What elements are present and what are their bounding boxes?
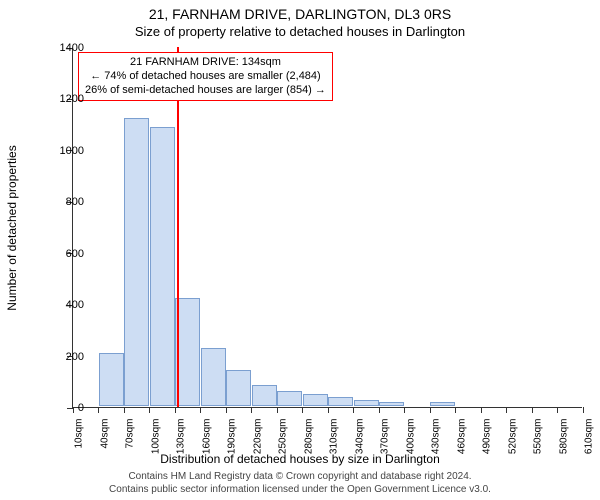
page-subtitle: Size of property relative to detached ho… [0,22,600,39]
chart-container: 21, FARNHAM DRIVE, DARLINGTON, DL3 0RS S… [0,0,600,500]
x-tick [506,407,507,413]
histogram-bar [328,397,353,406]
property-annotation-box: 21 FARNHAM DRIVE: 134sqm← 74% of detache… [78,52,333,101]
x-tick [200,407,201,413]
histogram-bar [354,400,379,406]
x-axis-label: Distribution of detached houses by size … [0,452,600,466]
annotation-line3: 26% of semi-detached houses are larger (… [85,84,326,98]
y-tick-label: 0 [44,402,84,414]
x-tick [404,407,405,413]
histogram-bar [303,394,328,406]
x-tick [532,407,533,413]
y-tick-label: 800 [44,196,84,208]
footer-line-2: Contains public sector information licen… [0,483,600,496]
y-tick-label: 600 [44,248,84,260]
x-tick [175,407,176,413]
x-tick [328,407,329,413]
annotation-line1: 21 FARNHAM DRIVE: 134sqm [85,56,326,70]
histogram-bar [150,127,175,406]
x-tick [251,407,252,413]
x-tick [481,407,482,413]
x-tick [430,407,431,413]
x-tick [557,407,558,413]
y-tick-label: 1400 [44,42,84,54]
histogram-bar [226,370,251,406]
y-tick-label: 200 [44,351,84,363]
histogram-bar [99,353,124,406]
x-tick [226,407,227,413]
x-tick [149,407,150,413]
plot-area: 10sqm40sqm70sqm100sqm130sqm160sqm190sqm2… [72,48,582,408]
y-tick-label: 400 [44,299,84,311]
x-tick [583,407,584,413]
histogram-bar [379,402,404,406]
x-tick [98,407,99,413]
footer-line-1: Contains HM Land Registry data © Crown c… [0,470,600,483]
y-tick-label: 1000 [44,145,84,157]
chart-area: 10sqm40sqm70sqm100sqm130sqm160sqm190sqm2… [72,48,582,408]
x-tick [353,407,354,413]
histogram-bar [430,402,455,406]
histogram-bar [252,385,277,406]
histogram-bar [201,348,226,406]
y-axis-label: Number of detached properties [5,145,19,310]
annotation-line2: ← 74% of detached houses are smaller (2,… [85,70,326,84]
x-tick [124,407,125,413]
x-tick [277,407,278,413]
footer-credits: Contains HM Land Registry data © Crown c… [0,470,600,496]
histogram-bar [277,391,302,406]
page-title: 21, FARNHAM DRIVE, DARLINGTON, DL3 0RS [0,0,600,22]
y-tick-label: 1200 [44,93,84,105]
x-tick [379,407,380,413]
histogram-bar [124,118,149,406]
x-tick [455,407,456,413]
x-tick [302,407,303,413]
